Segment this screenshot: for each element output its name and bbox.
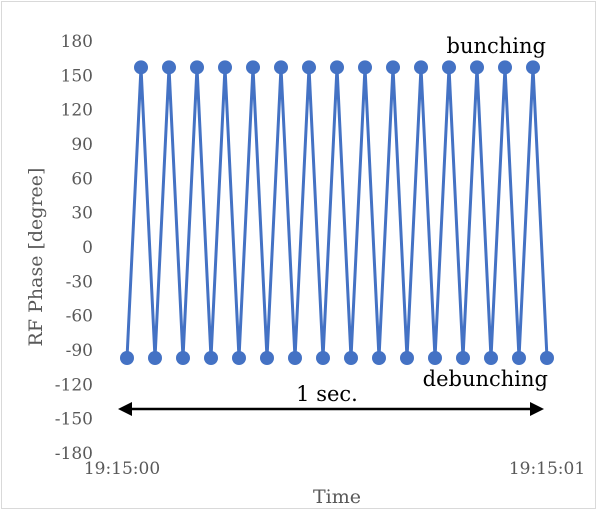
data-point: [134, 60, 148, 75]
annotation-span-label: 1 sec.: [296, 382, 358, 406]
data-point: [456, 351, 470, 366]
data-point: [302, 60, 316, 75]
data-point: [274, 60, 288, 75]
data-point: [442, 60, 456, 75]
x-axis-title: Time: [313, 486, 361, 508]
data-point: [120, 351, 134, 366]
data-point: [372, 351, 386, 366]
x-tick-label-end: 19:15:01: [509, 459, 585, 479]
span-arrow: [118, 402, 544, 416]
data-point: [386, 60, 400, 75]
y-tick-label: -60: [66, 307, 93, 327]
y-axis-ticks: 180 150 120 90 60 30 0 -30 -60 -90 -120 -150 -180: [55, 32, 93, 464]
data-point: [358, 60, 372, 75]
data-point: [204, 351, 218, 366]
data-point: [526, 60, 540, 75]
data-point: [148, 351, 162, 366]
data-point: [260, 351, 274, 366]
x-tick-label-start: 19:15:00: [84, 459, 160, 479]
y-axis-title: RF Phase [degree]: [25, 168, 47, 347]
data-point: [316, 351, 330, 366]
y-tick-label: -150: [55, 410, 93, 430]
series-group: [120, 60, 554, 366]
y-tick-label: -180: [55, 444, 93, 464]
y-tick-label: -120: [55, 375, 93, 395]
data-point: [540, 351, 554, 366]
data-point: [218, 60, 232, 75]
data-point: [162, 60, 176, 75]
data-point: [288, 351, 302, 366]
data-point: [232, 351, 246, 366]
data-point: [414, 60, 428, 75]
data-point: [470, 60, 484, 75]
series-line: [125, 65, 549, 360]
data-point: [512, 351, 526, 366]
y-tick-label: -30: [66, 272, 93, 292]
data-point: [246, 60, 260, 75]
annotation-debunching: debunching: [423, 367, 548, 391]
y-tick-label: 30: [71, 204, 93, 224]
y-tick-label: 90: [71, 135, 93, 155]
data-point: [344, 351, 358, 366]
data-point: [190, 60, 204, 75]
y-tick-label: 0: [82, 238, 93, 258]
y-tick-label: 150: [61, 66, 93, 86]
y-tick-label: 60: [71, 169, 93, 189]
data-point: [176, 351, 190, 366]
y-tick-label: -90: [66, 341, 93, 361]
x-axis-ticks: 19:15:00 19:15:01: [84, 459, 585, 479]
y-tick-label: 180: [61, 32, 93, 52]
data-point: [400, 351, 414, 366]
data-point: [428, 351, 442, 366]
annotation-bunching: bunching: [447, 34, 546, 58]
data-point: [498, 60, 512, 75]
data-point: [484, 351, 498, 366]
data-point: [330, 60, 344, 75]
y-tick-label: 120: [61, 101, 93, 121]
